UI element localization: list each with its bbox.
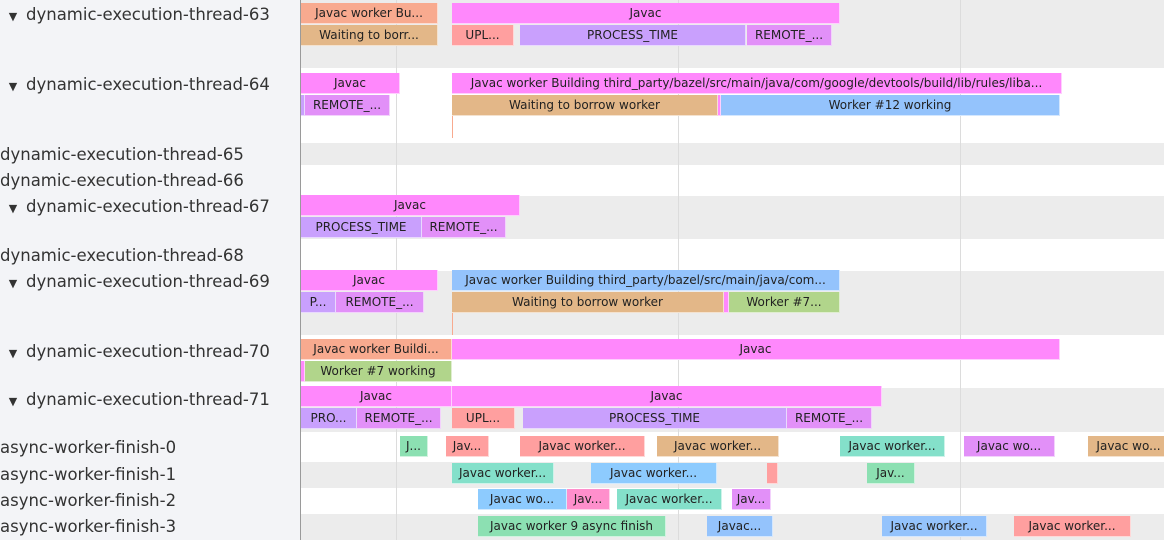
expand-arrow-icon[interactable]: ▼ bbox=[8, 10, 18, 23]
track-name: async-worker-finish-3 bbox=[0, 517, 177, 536]
slice-javac-worker[interactable]: Javac worker... bbox=[882, 516, 987, 537]
track-label[interactable]: async-worker-finish-2 bbox=[0, 491, 176, 511]
slice-javac-worker[interactable]: Javac worker... bbox=[452, 463, 554, 484]
slice-javac-worker[interactable]: Javac worker... bbox=[591, 463, 717, 484]
track-label[interactable]: dynamic-execution-thread-68 bbox=[0, 246, 244, 266]
slice-process-time[interactable]: PROCESS_TIME bbox=[523, 408, 787, 429]
track-row bbox=[301, 165, 1164, 196]
track-name: dynamic-execution-thread-69 bbox=[26, 272, 270, 291]
slice-slice[interactable] bbox=[301, 361, 305, 382]
slice-worker-12-working[interactable]: Worker #12 working bbox=[721, 95, 1060, 116]
slice-p[interactable]: P... bbox=[301, 292, 336, 313]
track-label[interactable]: ▼ dynamic-execution-thread-71 bbox=[0, 390, 270, 412]
track-label[interactable]: async-worker-finish-0 bbox=[0, 438, 176, 458]
track-name: dynamic-execution-thread-66 bbox=[0, 171, 244, 190]
slice-upl[interactable]: UPL... bbox=[452, 408, 515, 429]
flow-line bbox=[452, 116, 453, 138]
slice-j[interactable]: J... bbox=[400, 436, 428, 457]
flow-line bbox=[452, 313, 453, 335]
slice-javac-worker[interactable]: Javac worker... bbox=[617, 489, 722, 510]
slice-javac-worker-building-third-party-bazel-src-main-java-com-google-devtools-build-lib-rules-liba[interactable]: Javac worker Building third_party/bazel/… bbox=[452, 73, 1062, 94]
time-gridline bbox=[960, 0, 961, 540]
slice-process-time[interactable]: PROCESS_TIME bbox=[301, 217, 422, 238]
expand-arrow-icon[interactable]: ▼ bbox=[8, 202, 18, 215]
slice-remote[interactable]: REMOTE_... bbox=[787, 408, 872, 429]
slice-upl[interactable]: UPL... bbox=[452, 25, 514, 46]
slice-javac[interactable]: Javac... bbox=[707, 516, 773, 537]
slice-process-time[interactable]: PROCESS_TIME bbox=[520, 25, 746, 46]
slice-remote[interactable]: REMOTE_... bbox=[357, 408, 441, 429]
track-name: dynamic-execution-thread-63 bbox=[26, 5, 270, 24]
track-name: dynamic-execution-thread-67 bbox=[26, 197, 270, 216]
expand-arrow-icon[interactable]: ▼ bbox=[8, 395, 18, 408]
track-name: dynamic-execution-thread-64 bbox=[26, 75, 270, 94]
slice-remote[interactable]: REMOTE_... bbox=[747, 25, 832, 46]
track-label[interactable]: ▼ dynamic-execution-thread-70 bbox=[0, 342, 270, 364]
track-label[interactable]: ▼ dynamic-execution-thread-67 bbox=[0, 197, 270, 219]
slice-javac[interactable]: Javac bbox=[301, 73, 400, 94]
slice-slice[interactable] bbox=[724, 292, 729, 313]
track-label[interactable]: ▼ dynamic-execution-thread-69 bbox=[0, 272, 270, 294]
slice-waiting-to-borrow-worker[interactable]: Waiting to borrow worker bbox=[452, 292, 724, 313]
slice-waiting-to-borrow-worker[interactable]: Waiting to borrow worker bbox=[452, 95, 718, 116]
slice-javac[interactable]: Javac bbox=[301, 270, 438, 291]
slice-remote[interactable]: REMOTE_... bbox=[422, 217, 506, 238]
slice-jav[interactable]: Jav... bbox=[567, 489, 610, 510]
slice-worker-7-working[interactable]: Worker #7 working bbox=[305, 361, 452, 382]
track-row bbox=[301, 143, 1164, 165]
slice-javac-worker[interactable]: Javac worker... bbox=[520, 436, 645, 457]
track-label[interactable]: ▼ dynamic-execution-thread-63 bbox=[0, 5, 270, 27]
expand-arrow-icon[interactable]: ▼ bbox=[8, 277, 18, 290]
track-name: dynamic-execution-thread-65 bbox=[0, 145, 244, 164]
track-label[interactable]: async-worker-finish-1 bbox=[0, 465, 176, 485]
slice-worker-7[interactable]: Worker #7... bbox=[729, 292, 840, 313]
slice-javac-worker[interactable]: Javac worker... bbox=[657, 436, 779, 457]
timeline-canvas[interactable]: Javac worker Bu... Javac Waiting to borr..… bbox=[301, 0, 1164, 540]
slice-javac[interactable]: Javac bbox=[301, 386, 452, 407]
track-label[interactable]: dynamic-execution-thread-65 bbox=[0, 145, 244, 165]
track-row bbox=[301, 239, 1164, 271]
slice-javac[interactable]: Javac bbox=[301, 195, 520, 216]
expand-arrow-icon[interactable]: ▼ bbox=[8, 80, 18, 93]
slice-javac-worker-9-async-finish[interactable]: Javac worker 9 async finish bbox=[478, 516, 666, 537]
slice-slice[interactable] bbox=[301, 95, 305, 116]
track-label[interactable]: dynamic-execution-thread-66 bbox=[0, 171, 244, 191]
track-name: async-worker-finish-2 bbox=[0, 491, 177, 510]
slice-jav[interactable]: Jav... bbox=[867, 463, 915, 484]
slice-jav[interactable]: Jav... bbox=[446, 436, 489, 457]
slice-javac-wo[interactable]: Javac wo... bbox=[964, 436, 1055, 457]
track-name: dynamic-execution-thread-71 bbox=[26, 390, 270, 409]
slice-slice[interactable] bbox=[718, 95, 721, 116]
slice-waiting-to-borr[interactable]: Waiting to borr... bbox=[301, 25, 438, 46]
expand-arrow-icon[interactable]: ▼ bbox=[8, 347, 18, 360]
slice-javac-worker-building-third-party-bazel-src-main-java-com[interactable]: Javac worker Building third_party/bazel/… bbox=[452, 270, 840, 291]
track-labels-panel: ▼ dynamic-execution-thread-63 ▼ dynamic-exe… bbox=[0, 0, 301, 540]
track-name: async-worker-finish-1 bbox=[0, 465, 177, 484]
slice-pro[interactable]: PRO... bbox=[301, 408, 357, 429]
slice-javac-worker[interactable]: Javac worker... bbox=[840, 436, 945, 457]
slice-javac-worker-buildi[interactable]: Javac worker Buildi... bbox=[301, 339, 452, 360]
slice-javac[interactable]: Javac bbox=[452, 3, 840, 24]
slice-javac-wo[interactable]: Javac wo... bbox=[478, 489, 567, 510]
track-label[interactable]: ▼ dynamic-execution-thread-64 bbox=[0, 75, 270, 97]
track-name: async-worker-finish-0 bbox=[0, 438, 177, 457]
slice-remote[interactable]: REMOTE_... bbox=[305, 95, 390, 116]
track-name: dynamic-execution-thread-70 bbox=[26, 342, 270, 361]
slice-javac[interactable]: Javac bbox=[452, 386, 882, 407]
slice-javac-wo[interactable]: Javac wo... bbox=[1088, 436, 1164, 457]
track-row bbox=[301, 462, 1164, 488]
slice-javac[interactable]: Javac bbox=[452, 339, 1060, 360]
track-name: dynamic-execution-thread-68 bbox=[0, 246, 244, 265]
slice-remote[interactable]: REMOTE_... bbox=[336, 292, 424, 313]
track-label[interactable]: async-worker-finish-3 bbox=[0, 517, 176, 537]
slice-javac-worker-bu[interactable]: Javac worker Bu... bbox=[301, 3, 438, 24]
slice-jav[interactable]: Jav... bbox=[732, 489, 771, 510]
slice-javac-worker[interactable]: Javac worker... bbox=[1014, 516, 1131, 537]
slice-slice[interactable] bbox=[767, 463, 778, 484]
